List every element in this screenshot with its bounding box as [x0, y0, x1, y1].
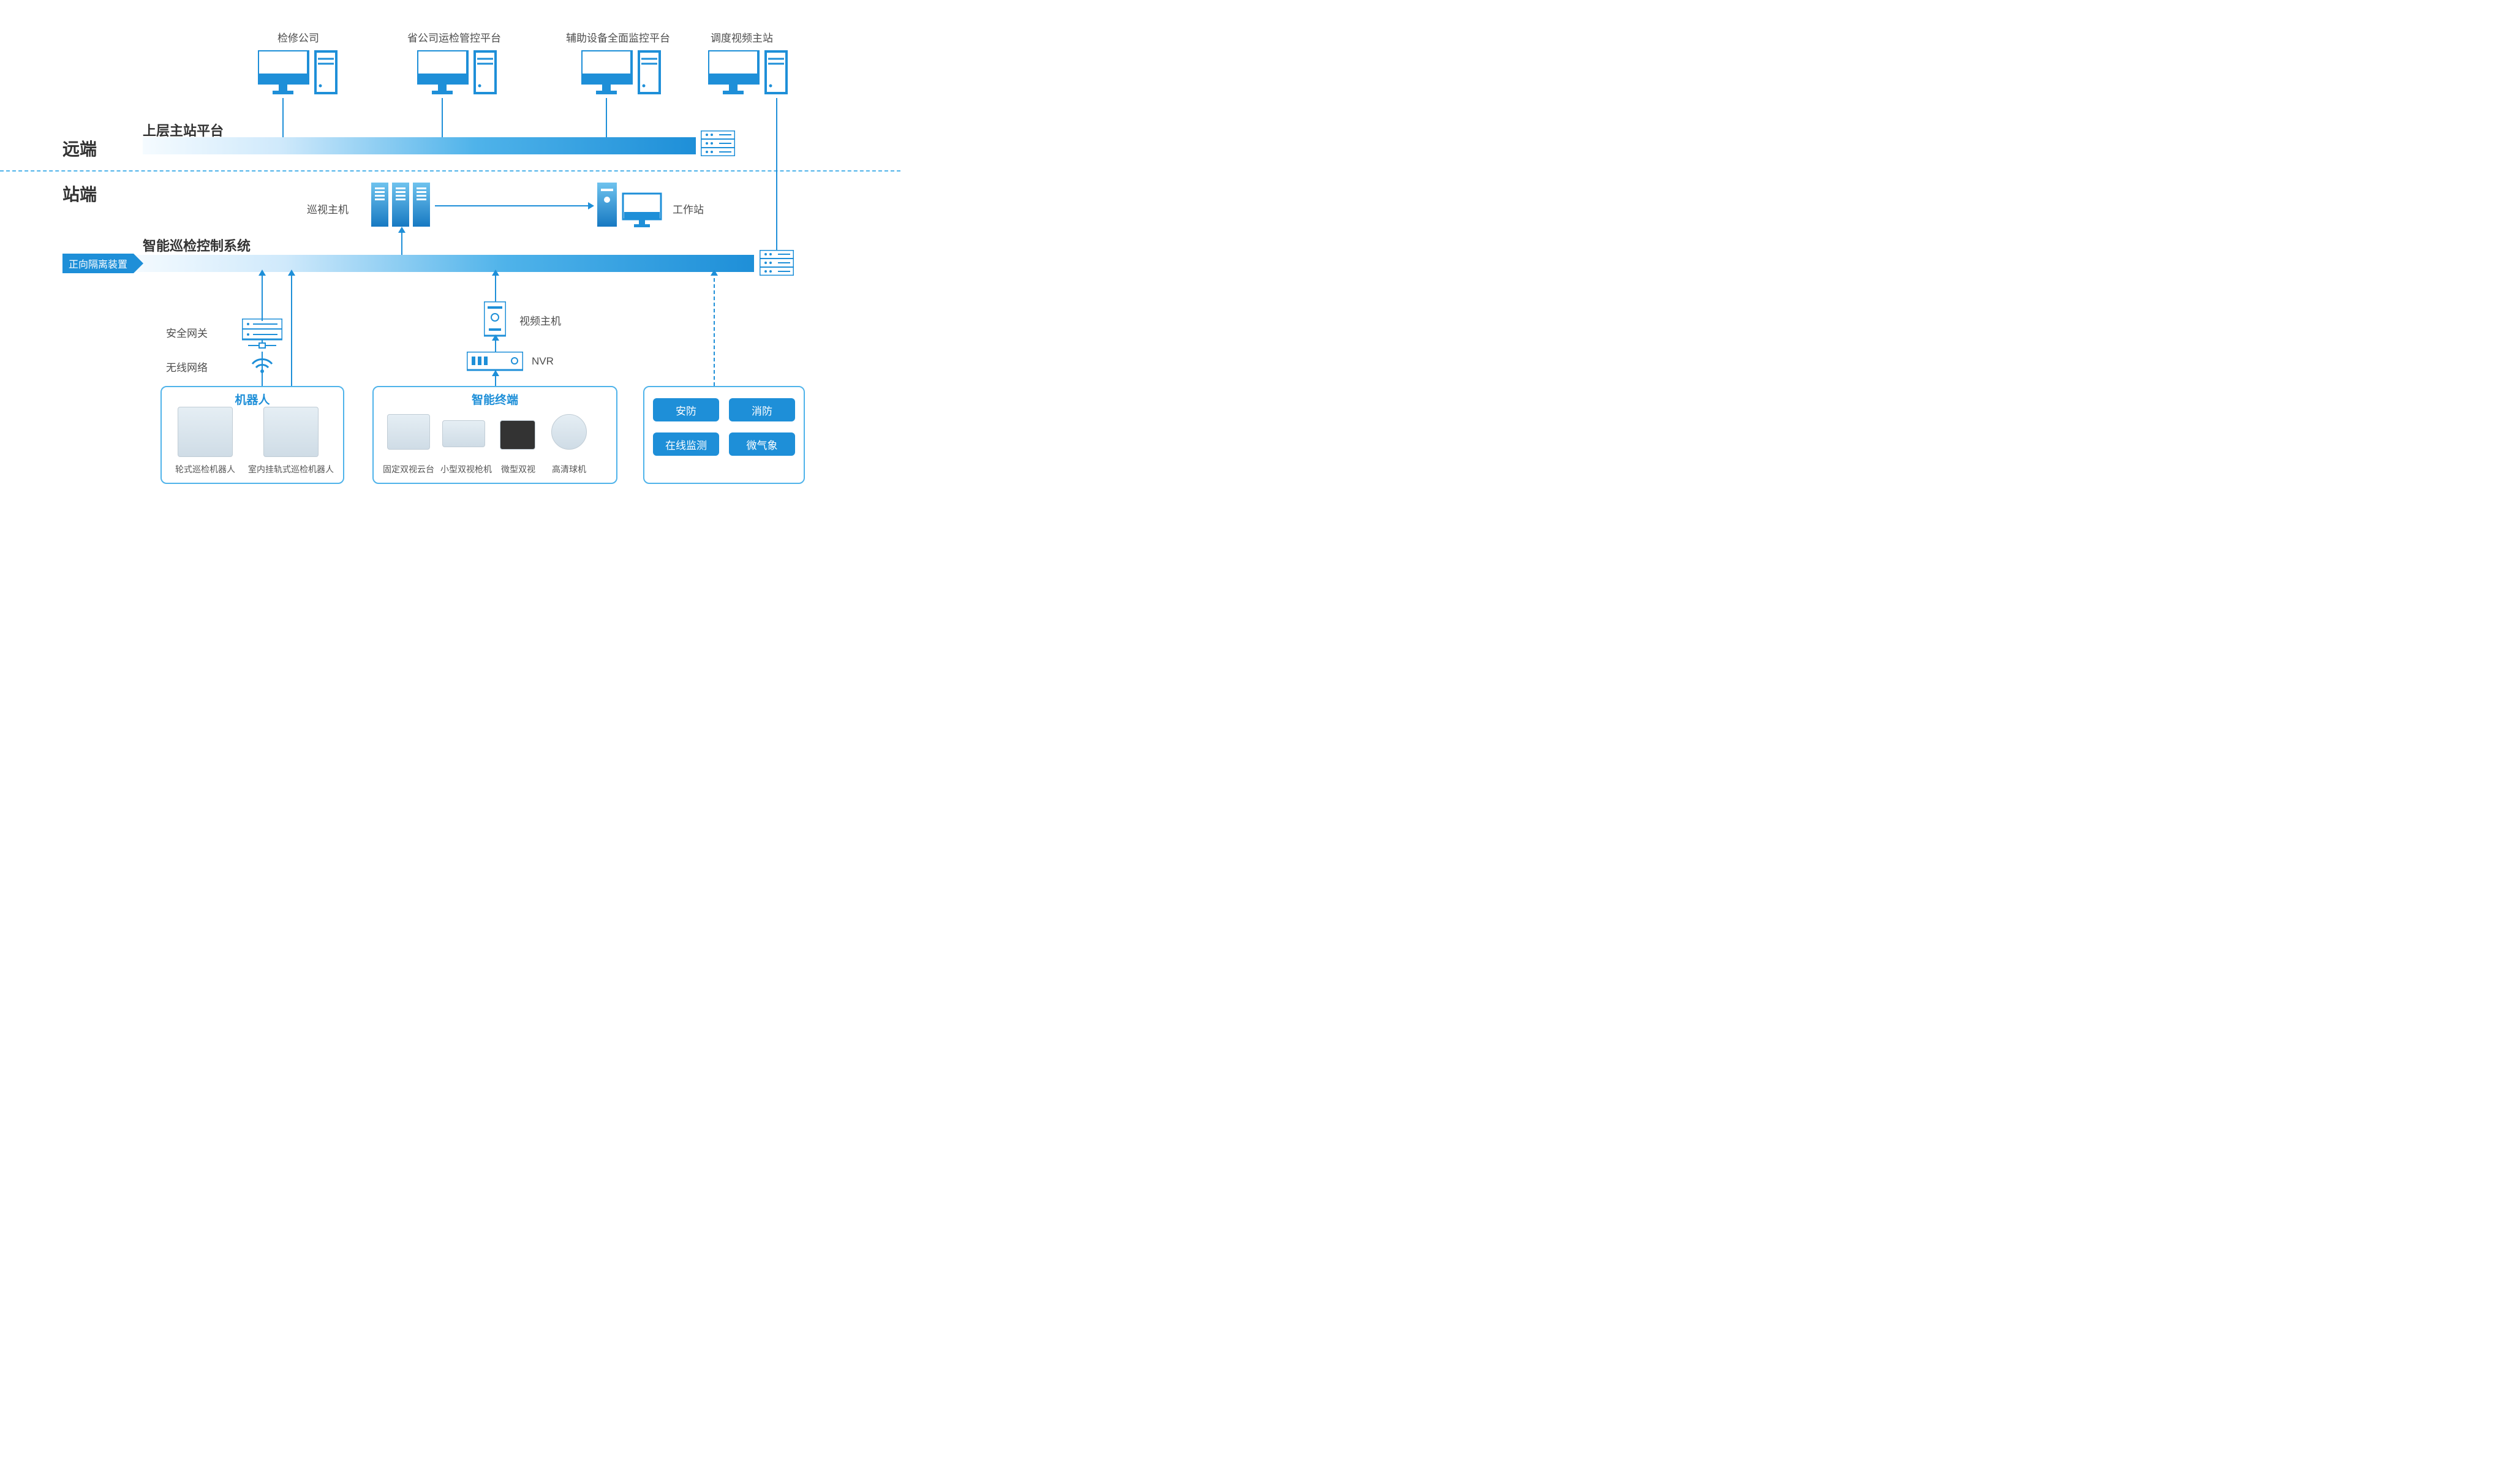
connector	[282, 98, 284, 137]
connector-long	[776, 98, 777, 250]
terminal-item-3: 微型双视	[495, 463, 541, 475]
workstation-label: 工作站	[673, 201, 704, 216]
connector	[435, 205, 589, 206]
arrow-right	[588, 202, 594, 210]
server-tower-icon	[371, 183, 432, 229]
monitor-server-icon	[581, 50, 661, 98]
connector	[442, 98, 443, 137]
top-node-1-label: 检修公司	[277, 29, 319, 45]
rack-icon	[701, 130, 735, 156]
rack-icon	[760, 250, 794, 276]
video-host-icon	[484, 301, 506, 337]
monitor-server-icon	[417, 50, 497, 98]
terminal-item-4: 高清球机	[541, 463, 597, 475]
camera-4-icon	[551, 414, 587, 450]
terminal-group-title: 智能终端	[374, 391, 616, 407]
wireless-label: 无线网络	[166, 359, 208, 374]
lower-bar-title: 智能巡检控制系统	[143, 235, 251, 255]
connector	[606, 98, 607, 137]
connector	[291, 272, 292, 399]
gateway-icon	[242, 319, 282, 352]
connector-dashed	[714, 272, 715, 386]
robot-group-title: 机器人	[162, 391, 343, 407]
top-node-2-label: 省公司运检管控平台	[407, 29, 501, 45]
nvr-icon	[467, 352, 523, 372]
inspection-host-label: 巡视主机	[307, 201, 349, 216]
section-divider	[0, 170, 900, 172]
camera-3-icon	[500, 420, 535, 450]
upper-platform-bar	[143, 137, 696, 154]
terminal-item-1: 固定双视云台	[380, 463, 437, 475]
workstation-icon	[597, 183, 665, 229]
monitor-server-icon	[708, 50, 788, 98]
nvr-label: NVR	[532, 355, 554, 368]
terminal-item-2: 小型双视枪机	[437, 463, 495, 475]
arrow-up	[258, 270, 266, 276]
arrow-up	[711, 270, 718, 276]
gateway-label: 安全网关	[166, 325, 208, 340]
arrow-up	[288, 270, 295, 276]
section-station-label: 站端	[62, 181, 97, 206]
chip-monitor: 在线监测	[653, 432, 719, 456]
rail-robot-icon	[263, 407, 319, 457]
arrow-up	[492, 370, 499, 376]
connector	[401, 229, 402, 255]
arrow-up	[398, 227, 406, 233]
top-node-3-label: 辅助设备全面监控平台	[566, 29, 670, 45]
connector	[262, 352, 263, 386]
section-remote-label: 远端	[62, 136, 97, 160]
robot-item-1: 轮式巡检机器人	[168, 463, 242, 475]
chip-security: 安防	[653, 398, 719, 421]
arrow-up	[492, 334, 499, 341]
monitor-server-icon	[258, 50, 338, 98]
top-node-4-label: 调度视频主站	[711, 29, 773, 45]
connector	[495, 272, 496, 301]
camera-2-icon	[442, 420, 485, 447]
video-host-label: 视频主机	[519, 312, 561, 328]
camera-1-icon	[387, 414, 430, 450]
arrow-up	[492, 270, 499, 276]
chip-weather: 微气象	[729, 432, 795, 456]
robot-item-2: 室内挂轨式巡检机器人	[245, 463, 337, 475]
connector	[262, 272, 263, 321]
chip-fire: 消防	[729, 398, 795, 421]
control-system-bar	[129, 255, 754, 272]
isolation-device-label: 正向隔离装置	[69, 256, 127, 271]
isolation-device-tag: 正向隔离装置	[62, 254, 134, 273]
wheel-robot-icon	[178, 407, 233, 457]
